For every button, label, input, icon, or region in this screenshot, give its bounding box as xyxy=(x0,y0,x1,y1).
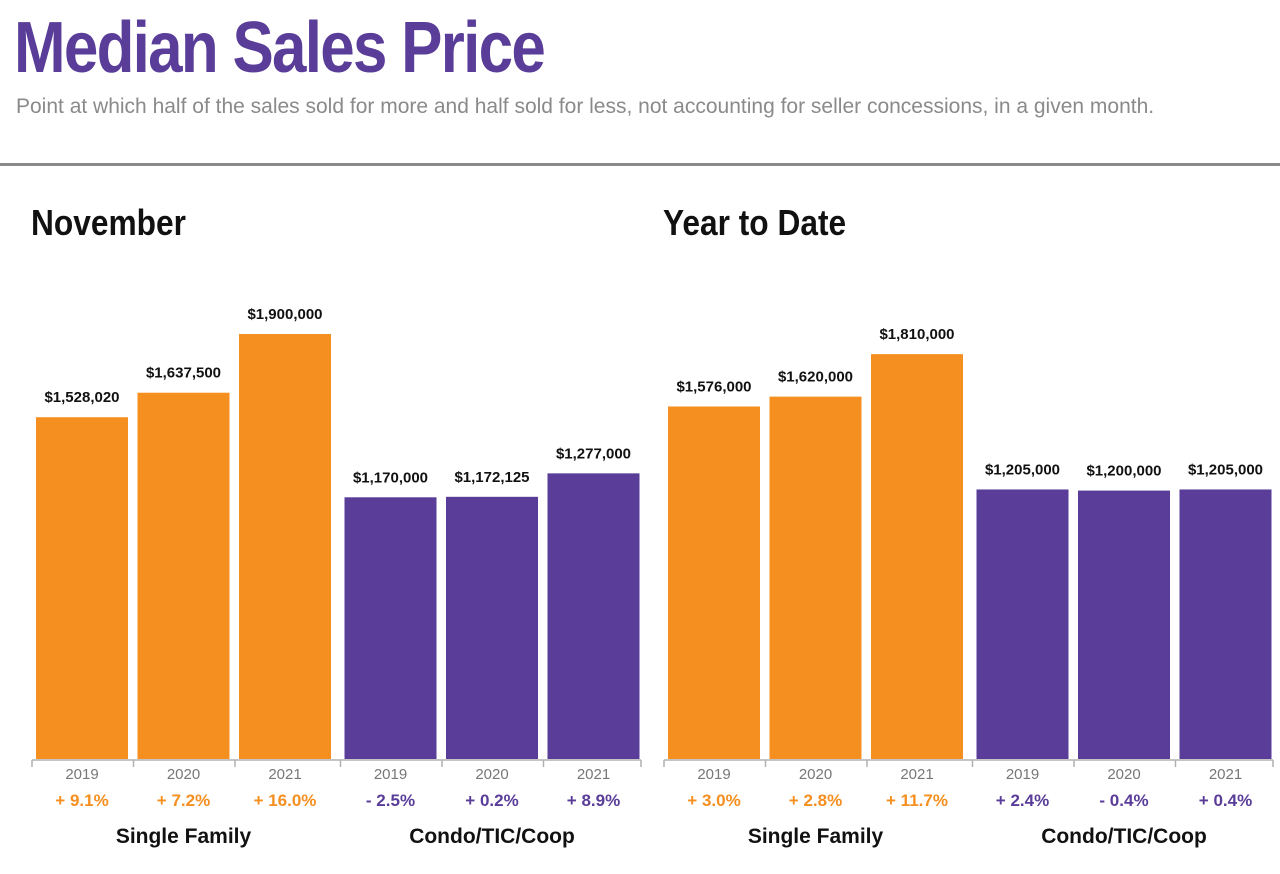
pct-change-label: + 3.0% xyxy=(687,791,740,810)
pct-change-label: + 2.4% xyxy=(996,791,1049,810)
bar-ytd-condo-2021 xyxy=(1179,489,1272,759)
x-tick-label: 2019 xyxy=(65,766,98,783)
x-tick-label: 2021 xyxy=(1209,766,1242,783)
panel-title-november: November xyxy=(31,202,186,243)
data-label: $1,277,000 xyxy=(556,445,631,462)
data-label: $1,200,000 xyxy=(1086,463,1161,480)
x-tick-label: 2020 xyxy=(1107,766,1140,783)
x-tick-label: 2021 xyxy=(900,766,933,783)
pct-change-label: + 9.1% xyxy=(55,791,108,810)
page-title: Median Sales Price xyxy=(14,8,546,88)
bar-november-sf-2020 xyxy=(137,392,230,759)
bar-ytd-condo-2019 xyxy=(976,489,1069,759)
x-tick-label: 2021 xyxy=(577,766,610,783)
data-label: $1,528,020 xyxy=(44,389,119,406)
pct-change-label: + 0.2% xyxy=(465,791,518,810)
pct-change-label: + 7.2% xyxy=(157,791,210,810)
pct-change-label: + 0.4% xyxy=(1199,791,1252,810)
pct-change-label: - 0.4% xyxy=(1099,791,1148,810)
x-tick-label: 2020 xyxy=(167,766,200,783)
x-tick-label: 2019 xyxy=(1006,766,1039,783)
bar-november-condo-2021 xyxy=(547,473,640,759)
group-label: Single Family xyxy=(748,825,884,848)
data-label: $1,170,000 xyxy=(353,469,428,486)
data-label: $1,620,000 xyxy=(778,369,853,386)
pct-change-label: + 2.8% xyxy=(789,791,842,810)
pct-change-label: + 8.9% xyxy=(567,791,620,810)
x-tick-label: 2021 xyxy=(268,766,301,783)
pct-change-label: + 11.7% xyxy=(886,791,948,810)
data-label: $1,172,125 xyxy=(454,469,529,486)
bar-november-condo-2019 xyxy=(344,497,437,759)
bar-ytd-condo-2020 xyxy=(1078,490,1170,759)
group-label: Condo/TIC/Coop xyxy=(409,825,575,848)
data-label: $1,637,500 xyxy=(146,365,221,382)
panel-title-year-to-date: Year to Date xyxy=(663,202,847,243)
bar-ytd-sf-2020 xyxy=(769,396,862,759)
pct-change-label: + 16.0% xyxy=(254,791,317,810)
data-label: $1,205,000 xyxy=(985,461,1060,478)
page-subtitle: Point at which half of the sales sold fo… xyxy=(16,95,1155,118)
bar-november-sf-2019 xyxy=(36,417,128,759)
x-tick-label: 2020 xyxy=(475,766,508,783)
data-label: $1,810,000 xyxy=(879,326,954,343)
bar-ytd-sf-2019 xyxy=(668,406,760,759)
data-label: $1,576,000 xyxy=(676,378,751,395)
bar-ytd-sf-2021 xyxy=(871,354,963,759)
data-label: $1,205,000 xyxy=(1188,461,1263,478)
bar-november-sf-2021 xyxy=(239,334,331,759)
x-tick-label: 2020 xyxy=(799,766,832,783)
data-label: $1,900,000 xyxy=(247,306,322,323)
group-label: Single Family xyxy=(116,825,252,848)
x-tick-label: 2019 xyxy=(697,766,730,783)
bar-november-condo-2020 xyxy=(446,496,538,759)
x-tick-label: 2019 xyxy=(374,766,407,783)
group-label: Condo/TIC/Coop xyxy=(1041,825,1207,848)
pct-change-label: - 2.5% xyxy=(366,791,415,810)
header-divider xyxy=(0,163,1280,166)
